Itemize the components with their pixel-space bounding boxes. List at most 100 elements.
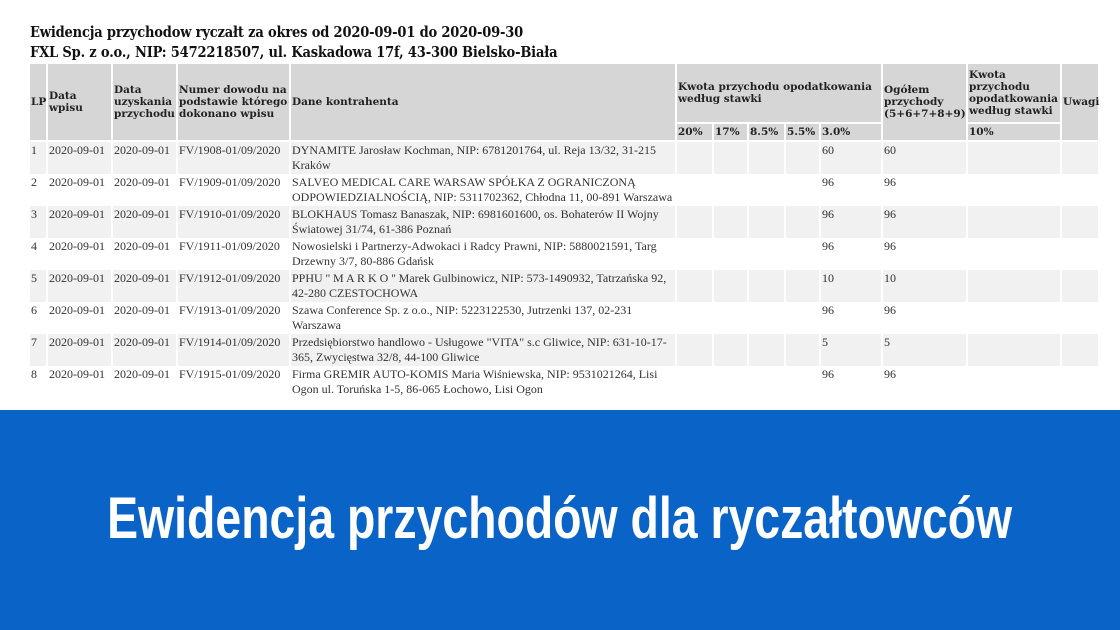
cell-lp: 6 [30, 302, 46, 334]
revenue-table: LP Data wpisu Data uzyskania przychodu N… [28, 64, 1100, 398]
cell-rate-17 [714, 366, 747, 398]
header-ogolem: Ogółem przychody (5+6+7+8+9) [883, 64, 966, 142]
cell-rate-8-5 [749, 238, 784, 270]
cell-data-wpisu: 2020-09-01 [48, 366, 111, 398]
header-kwota-10: Kwota przychodu opodatkowania według sta… [968, 64, 1060, 124]
header-lp: LP [30, 64, 46, 142]
cell-rate-17 [714, 142, 747, 174]
cell-lp: 4 [30, 238, 46, 270]
cell-rate-10 [968, 366, 1060, 398]
cell-ogolem: 5 [883, 334, 966, 366]
cell-rate-8-5 [749, 334, 784, 366]
cell-kontrahent: DYNAMITE Jarosław Kochman, NIP: 67812017… [291, 142, 675, 174]
cell-rate-10 [968, 302, 1060, 334]
table-row: 5 2020-09-01 2020-09-01 FV/1912-01/09/2020 P… [30, 270, 1098, 302]
cell-rate-20 [677, 142, 712, 174]
cell-kontrahent: BLOKHAUS Tomasz Banaszak, NIP: 698160160… [291, 206, 675, 238]
cell-data-uzyskania: 2020-09-01 [113, 366, 176, 398]
cell-rate-10 [968, 334, 1060, 366]
cell-rate-20 [677, 174, 712, 206]
cell-data-wpisu: 2020-09-01 [48, 142, 111, 174]
cell-ogolem: 96 [883, 206, 966, 238]
cell-lp: 2 [30, 174, 46, 206]
cell-data-uzyskania: 2020-09-01 [113, 238, 176, 270]
cell-data-wpisu: 2020-09-01 [48, 238, 111, 270]
header-data-uzyskania: Data uzyskania przychodu [113, 64, 176, 142]
cell-rate-8-5 [749, 270, 784, 302]
header-uwagi: Uwagi [1062, 64, 1099, 142]
cell-rate-3-0: 10 [821, 270, 881, 302]
cell-data-wpisu: 2020-09-01 [48, 174, 111, 206]
cell-rate-20 [677, 270, 712, 302]
cell-kontrahent: Szawa Conference Sp. z o.o., NIP: 522312… [291, 302, 675, 334]
cell-kontrahent: SALVEO MEDICAL CARE WARSAW SPÓŁKA Z OGRA… [291, 174, 675, 206]
cell-ogolem: 96 [883, 302, 966, 334]
cell-rate-17 [714, 238, 747, 270]
cell-rate-5-5 [786, 206, 819, 238]
cell-rate-17 [714, 302, 747, 334]
cell-kontrahent: Firma GREMIR AUTO-KOMIS Maria Wiśniewska… [291, 366, 675, 398]
header-rate-10: 10% [968, 124, 1060, 142]
cell-rate-5-5 [786, 174, 819, 206]
cell-data-wpisu: 2020-09-01 [48, 334, 111, 366]
cell-rate-20 [677, 238, 712, 270]
cell-data-uzyskania: 2020-09-01 [113, 142, 176, 174]
cell-rate-17 [714, 174, 747, 206]
document: Ewidencja przychodow ryczałt za okres od… [30, 23, 1102, 398]
cell-ogolem: 96 [883, 238, 966, 270]
cell-data-uzyskania: 2020-09-01 [113, 174, 176, 206]
header-dane-kontrahenta: Dane kontrahenta [291, 64, 675, 142]
cell-uwagi [1062, 206, 1098, 238]
cell-numer-dowodu: FV/1908-01/09/2020 [178, 142, 289, 174]
cell-rate-20 [677, 206, 712, 238]
cell-data-uzyskania: 2020-09-01 [113, 302, 176, 334]
cell-rate-20 [677, 334, 712, 366]
cell-kontrahent: Przedsiębiorstwo handlowo - Usługowe "VI… [291, 334, 675, 366]
cell-uwagi [1062, 366, 1098, 398]
cell-data-uzyskania: 2020-09-01 [113, 206, 176, 238]
cell-uwagi [1062, 302, 1098, 334]
header-numer-dowodu: Numer dowodu na podstawie którego dokona… [178, 64, 289, 142]
cell-lp: 7 [30, 334, 46, 366]
cell-kontrahent: Nowosielski i Partnerzy-Adwokaci i Radcy… [291, 238, 675, 270]
cell-rate-8-5 [749, 174, 784, 206]
cell-numer-dowodu: FV/1910-01/09/2020 [178, 206, 289, 238]
cell-ogolem: 96 [883, 174, 966, 206]
cell-rate-3-0: 96 [821, 366, 881, 398]
cell-ogolem: 10 [883, 270, 966, 302]
header-rate-3-0: 3.0% [821, 124, 881, 142]
cell-uwagi [1062, 238, 1098, 270]
cell-numer-dowodu: FV/1914-01/09/2020 [178, 334, 289, 366]
cell-rate-5-5 [786, 270, 819, 302]
cell-rate-10 [968, 142, 1060, 174]
cell-rate-17 [714, 206, 747, 238]
cell-numer-dowodu: FV/1909-01/09/2020 [178, 174, 289, 206]
table-row: 7 2020-09-01 2020-09-01 FV/1914-01/09/2020 P… [30, 334, 1098, 366]
cell-rate-5-5 [786, 142, 819, 174]
header-rate-5-5: 5.5% [786, 124, 819, 142]
cell-rate-3-0: 96 [821, 238, 881, 270]
cell-rate-20 [677, 366, 712, 398]
cell-data-uzyskania: 2020-09-01 [113, 270, 176, 302]
cell-uwagi [1062, 174, 1098, 206]
cell-rate-5-5 [786, 334, 819, 366]
cell-rate-8-5 [749, 366, 784, 398]
cell-numer-dowodu: FV/1911-01/09/2020 [178, 238, 289, 270]
header-rate-8-5: 8.5% [749, 124, 784, 142]
header-kwota-group: Kwota przychodu opodatkowania według sta… [677, 64, 881, 124]
table-row: 1 2020-09-01 2020-09-01 FV/1908-01/09/2020 D… [30, 142, 1098, 174]
table-row: 6 2020-09-01 2020-09-01 FV/1913-01/09/2020 S… [30, 302, 1098, 334]
company-info: FXL Sp. z o.o., NIP: 5472218507, ul. Kas… [30, 44, 558, 61]
cell-rate-17 [714, 270, 747, 302]
cell-rate-10 [968, 206, 1060, 238]
cell-kontrahent: PPHU '' M A R K O '' Marek Gulbinowicz, … [291, 270, 675, 302]
cell-rate-3-0: 96 [821, 302, 881, 334]
cell-data-uzyskania: 2020-09-01 [113, 334, 176, 366]
cell-lp: 5 [30, 270, 46, 302]
cell-uwagi [1062, 334, 1098, 366]
cell-rate-3-0: 60 [821, 142, 881, 174]
cell-rate-17 [714, 334, 747, 366]
cell-numer-dowodu: FV/1913-01/09/2020 [178, 302, 289, 334]
cell-lp: 8 [30, 366, 46, 398]
cell-rate-10 [968, 174, 1060, 206]
